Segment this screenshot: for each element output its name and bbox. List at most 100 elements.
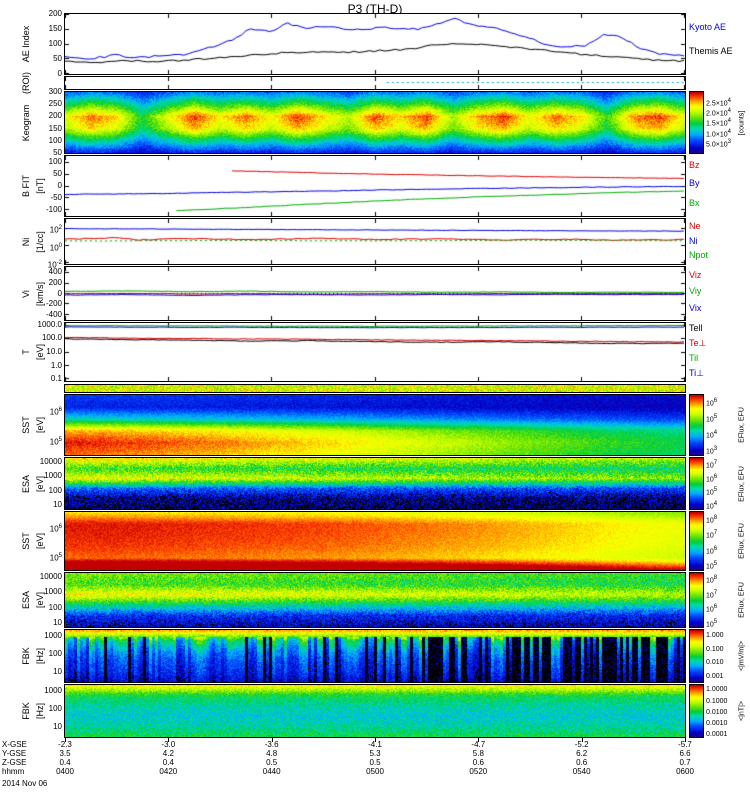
velocity-series-label-2: Vix <box>689 303 702 314</box>
fbk-b-colorbar-label-0: 1.0000 <box>706 686 728 694</box>
X-GSE-value-3: -4.1 <box>368 740 382 749</box>
temperature-series-label-1: Te⊥ <box>689 338 707 349</box>
Y-GSE-value-2: 4.8 <box>266 749 278 758</box>
keogram-ytick-0: 300 <box>48 87 62 96</box>
sst-ions-axis-label: SST <box>21 416 31 434</box>
esa-electrons-colorbar-label-1: 107 <box>706 589 718 600</box>
b-fit-ytick-0: 100 <box>48 157 62 166</box>
temperature-series-label-3: Ti⊥ <box>689 368 705 379</box>
ae-index-series-label-0: Kyoto AE <box>689 22 727 33</box>
Y-GSE-value-3: 5.3 <box>369 749 381 758</box>
esa-ions-ytick-1: 1000 <box>44 471 62 481</box>
esa-electrons-ytick-0: 10000 <box>39 572 62 582</box>
b-fit-plot <box>64 155 686 217</box>
keogram-colorbar-label-1: 2.0×104 <box>706 107 731 118</box>
fbk-e-colorbar-label-0: 1.000 <box>706 632 724 640</box>
X-GSE-value-6: -5.7 <box>678 740 692 749</box>
fbk-b-ytick-2: 10 <box>53 722 62 732</box>
fbk-e-ytick-0: 1000 <box>44 630 62 640</box>
sst-electrons-colorbar-label-3: 105 <box>706 561 718 571</box>
time-tick-6 <box>685 738 686 742</box>
fbk-b-ytick-1: 100 <box>48 703 62 713</box>
b-fit-ytick-3: -50 <box>50 193 62 202</box>
hhmm-value-4: 0520 <box>469 767 488 776</box>
fbk-e-spectrogram <box>64 629 686 683</box>
Z-GSE-value-2: 0.5 <box>266 758 278 767</box>
temperature-ytick-1: 100.0 <box>41 333 62 343</box>
fbk-e-ytick-2: 10 <box>53 667 62 677</box>
bottom-row-label-X-GSE: X-GSE <box>2 740 27 749</box>
fbk-e-colorbar-label-3: 0.001 <box>706 672 724 680</box>
temperature-ytick-0: 1000.0 <box>37 320 62 330</box>
keogram-ytick-4: 100 <box>48 135 62 145</box>
hhmm-value-1: 0420 <box>159 767 178 776</box>
time-tick-4 <box>478 738 480 742</box>
esa-ions-ytick-3: 10 <box>53 499 62 509</box>
fbk-b-colorbar-label-4: 0.0001 <box>706 731 728 739</box>
time-tick-3 <box>375 738 376 742</box>
esa-ions-ytick-0: 10000 <box>39 457 62 467</box>
keogram-colorbar-label-2: 1.5×104 <box>706 118 731 128</box>
Y-GSE-value-5: 6.2 <box>576 749 588 758</box>
X-GSE-value-4: -4.7 <box>471 740 486 749</box>
bottom-row-label-hhmm: hhmm <box>2 767 25 776</box>
sst-electrons-axis-unit: [eV] <box>35 532 45 550</box>
Z-GSE-value-3: 0.5 <box>369 758 381 767</box>
fbk-e-colorbar <box>689 629 704 683</box>
fbk-b-colorbar-unit: <|nT|> <box>738 701 746 721</box>
sst-electrons-ytick-1: 105 <box>49 552 62 563</box>
X-GSE-value-2: -3.6 <box>264 740 279 749</box>
fbk-e-colorbar-label-1: 0.100 <box>706 645 724 653</box>
hhmm-value-0: 0400 <box>56 767 74 776</box>
esa-electrons-spectrogram <box>64 572 686 628</box>
sst-ions-colorbar-label-1: 105 <box>706 414 718 424</box>
Y-GSE-value-4: 5.8 <box>472 749 484 758</box>
time-tick-2 <box>271 738 273 742</box>
ae-index-ytick-1: 150 <box>48 24 62 33</box>
keogram-colorbar-label-4: 5.0×103 <box>706 139 731 149</box>
esa-ions-colorbar-label-0: 107 <box>706 460 718 470</box>
temperature-ytick-2: 10.0 <box>46 347 62 356</box>
sst-ions-colorbar <box>689 394 704 456</box>
ae-index-ytick-2: 100 <box>48 39 62 48</box>
keogram-ytick-5: 50 <box>53 148 62 157</box>
temperature-series-label-2: Til <box>689 352 699 363</box>
esa-ions-spectrogram <box>64 457 686 510</box>
density-plot <box>64 218 686 265</box>
roi-plot <box>64 76 686 90</box>
esa-electrons-colorbar-label-3: 105 <box>706 618 718 628</box>
velocity-ytick-2: 0 <box>57 288 62 298</box>
esa-ions-colorbar-label-1: 106 <box>706 473 718 484</box>
fbk-b-colorbar-label-3: 0.0010 <box>706 720 728 728</box>
esa-ions-colorbar-label-2: 105 <box>706 487 718 497</box>
hhmm-value-5: 0540 <box>572 767 591 776</box>
velocity-ytick-1: 200 <box>48 277 62 287</box>
fbk-e-colorbar-unit: <|mV/m|> <box>738 640 746 672</box>
esa-electrons-ytick-1: 1000 <box>44 587 62 597</box>
sst-electrons-colorbar-unit: EFlux, EFU <box>738 523 746 559</box>
b-fit-ytick-2: 0 <box>57 181 62 190</box>
esa-ions-ytick-2: 100 <box>48 485 62 495</box>
temperature-plot <box>64 322 686 382</box>
keogram-colorbar-label-0: 2.5×104 <box>706 97 731 107</box>
X-GSE-value-5: -5.2 <box>574 740 589 749</box>
velocity-plot <box>64 266 686 321</box>
temperature-ytick-4: 0.1 <box>50 373 62 383</box>
keogram-ytick-3: 150 <box>48 123 62 133</box>
density-series-label-2: Npot <box>689 250 709 260</box>
sst-electrons-axis-label: SST <box>21 532 31 550</box>
Z-GSE-value-5: 0.6 <box>576 758 588 767</box>
density-ytick-0: 102 <box>49 225 62 235</box>
time-tick-0 <box>65 738 66 742</box>
sst-ions-ytick-1: 105 <box>49 437 62 447</box>
keogram-axis-label: Keogram <box>21 104 31 141</box>
esa-ions-colorbar-unit: EFlux, EFU <box>738 465 746 502</box>
esa-ions-colorbar <box>689 457 704 510</box>
sst-electrons-spectrogram <box>64 511 686 571</box>
sst-ions-axis-unit: [eV] <box>35 416 45 434</box>
sst-ions-colorbar-label-2: 104 <box>706 429 718 440</box>
velocity-series-label-1: Viy <box>689 285 702 296</box>
ae-index-plot <box>64 13 686 75</box>
velocity-ytick-4: -400 <box>45 309 62 319</box>
